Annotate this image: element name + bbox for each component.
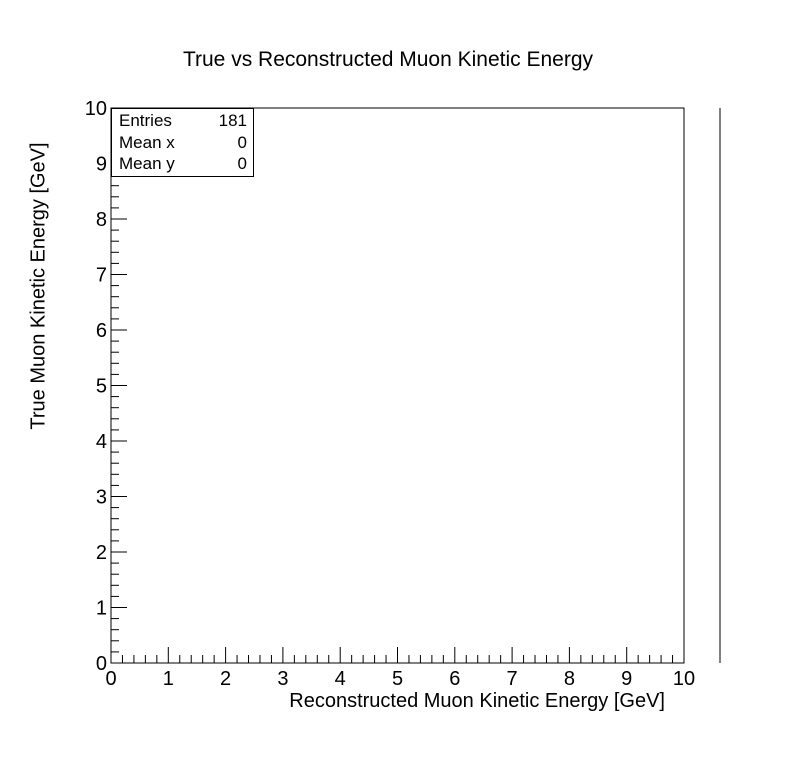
y-tick-label: 0 <box>96 653 107 675</box>
stats-box: Entries 181 Mean x 0 Mean y 0 <box>111 108 254 177</box>
plot-frame <box>110 107 685 664</box>
x-tick-label: 5 <box>392 668 403 690</box>
y-tick-label: 3 <box>96 487 107 509</box>
stats-value: 181 <box>218 111 247 130</box>
y-tick-label: 6 <box>96 320 107 342</box>
y-tick-label: 7 <box>96 265 107 287</box>
x-axis-label: Reconstructed Muon Kinetic Energy [GeV] <box>289 690 665 712</box>
x-tick-label: 0 <box>105 668 116 690</box>
y-tick-label: 9 <box>96 154 107 176</box>
stats-row-mean-y: Mean y 0 <box>119 154 247 176</box>
y-tick-label: 4 <box>96 431 107 453</box>
stats-value: 0 <box>237 133 247 152</box>
y-tick-label: 8 <box>96 209 107 231</box>
y-tick-label: 5 <box>96 376 107 398</box>
x-tick-label: 1 <box>163 668 174 690</box>
x-tick-label: 7 <box>507 668 518 690</box>
chart-title: True vs Reconstructed Muon Kinetic Energ… <box>182 48 594 71</box>
stats-label: Mean x <box>119 133 175 152</box>
y-tick-label: 2 <box>96 542 107 564</box>
x-tick-label: 10 <box>673 668 695 690</box>
y-tick-label: 10 <box>85 98 107 120</box>
x-tick-label: 2 <box>220 668 231 690</box>
x-axis: 0 1 2 3 4 5 6 7 8 9 10 <box>105 647 695 690</box>
stats-label: Mean y <box>119 154 175 173</box>
stats-row-mean-x: Mean x 0 <box>119 133 247 155</box>
stats-value: 0 <box>237 154 247 173</box>
plot-frame-layer <box>110 107 685 664</box>
x-tick-label: 8 <box>564 668 575 690</box>
stats-label: Entries <box>119 111 172 130</box>
x-tick-label: 4 <box>335 668 346 690</box>
y-tick-label: 1 <box>96 598 107 620</box>
x-tick-label: 3 <box>277 668 288 690</box>
stats-row-entries: Entries 181 <box>119 111 247 133</box>
x-tick-label: 9 <box>621 668 632 690</box>
x-tick-label: 6 <box>449 668 460 690</box>
y-axis: 0 1 2 3 4 5 6 7 8 9 10 <box>85 98 127 675</box>
y-axis-label: True Muon Kinetic Energy [GeV] <box>27 142 50 430</box>
